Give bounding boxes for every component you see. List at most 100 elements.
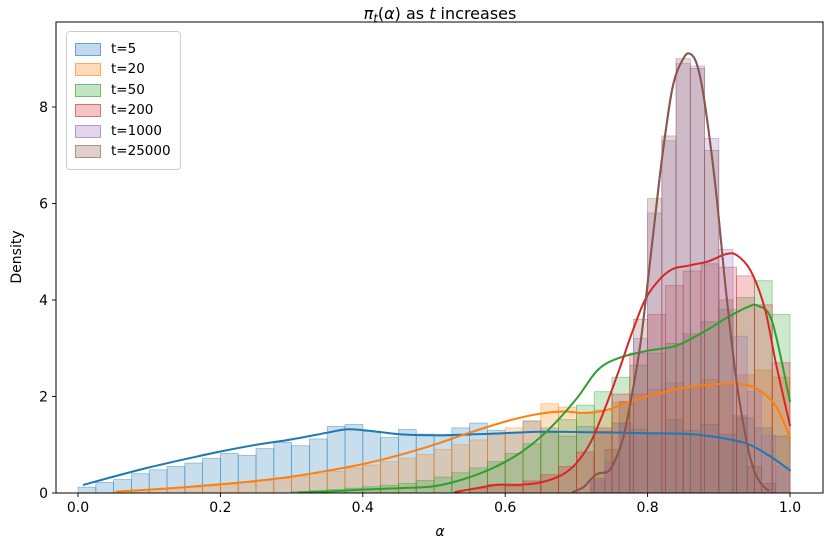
- kde-line-t=20: [116, 382, 791, 493]
- legend-label: t=5: [111, 40, 137, 57]
- hist-bar: [344, 467, 364, 493]
- chart-title-part: (: [377, 4, 385, 23]
- legend-label: t=20: [111, 61, 145, 77]
- legend-swatch-t50: [75, 83, 101, 97]
- hist-bar: [291, 475, 310, 493]
- kde-lines: [82, 52, 791, 493]
- y-tick-label: 4: [39, 293, 48, 309]
- hist-bar: [661, 140, 677, 493]
- legend-label: t=200: [111, 102, 154, 118]
- legend-item-t25000: t=25000: [75, 142, 171, 163]
- legend-item-t20: t=20: [75, 60, 171, 81]
- hist-bar: [604, 461, 620, 493]
- kde-line-t=50: [297, 303, 791, 493]
- histograms: [77, 58, 791, 493]
- hist-bar: [761, 434, 777, 493]
- x-tick-label: 1.0: [779, 500, 801, 516]
- hist-t=200: [469, 263, 791, 493]
- chart-title-part: as: [400, 4, 430, 23]
- hist-bar: [202, 485, 221, 493]
- hist-bar: [761, 482, 777, 493]
- legend-swatch-t20: [75, 63, 101, 77]
- x-tick-label: 0.0: [67, 500, 89, 516]
- hist-bar: [700, 321, 720, 493]
- legend-swatch-t1000: [75, 124, 101, 138]
- hist-bar: [77, 486, 97, 493]
- hist-bar: [308, 473, 328, 493]
- hist-bar: [576, 404, 595, 493]
- x-axis-label: α: [435, 524, 445, 540]
- hist-bar: [326, 426, 346, 493]
- x-tick-label: 0.8: [636, 500, 658, 516]
- hist-bar: [718, 433, 737, 493]
- chart-title-part: t: [373, 11, 378, 26]
- kde-line-t=5: [82, 428, 791, 486]
- legend-label: t=50: [111, 81, 145, 98]
- hist-bar: [771, 314, 791, 493]
- hist-bar: [397, 457, 417, 493]
- hist-bar: [433, 449, 453, 493]
- legend-item-t5: t=5: [75, 39, 171, 60]
- hist-t=25000: [590, 58, 777, 493]
- hist-bar: [647, 198, 663, 493]
- hist-bar: [682, 333, 702, 493]
- y-tick-label: 2: [39, 390, 48, 406]
- hist-bar: [184, 486, 204, 493]
- chart-title-part: ): [394, 4, 401, 23]
- y-tick-label: 8: [39, 100, 48, 116]
- kde-line-t=200: [454, 252, 791, 493]
- hist-bar: [590, 478, 606, 493]
- chart-title-part: α: [384, 4, 395, 23]
- chart-title-part: increases: [435, 4, 517, 23]
- legend-swatch-t5: [75, 42, 101, 56]
- hist-bar: [590, 480, 606, 493]
- hist-bar: [273, 478, 292, 493]
- hist-bar: [689, 68, 705, 493]
- hist-bar: [237, 481, 257, 493]
- y-axis-label: Density: [9, 230, 25, 284]
- hist-bar: [647, 388, 666, 493]
- hist-bar: [647, 352, 666, 493]
- legend-item-t200: t=200: [75, 101, 171, 122]
- y-tick-label: 6: [39, 197, 48, 213]
- hist-bar: [775, 466, 791, 493]
- chart-title-part: t: [429, 4, 436, 23]
- legend: t=5 t=20 t=50 t=200 t=1000 t=25000: [66, 31, 181, 170]
- legend-item-t50: t=50: [75, 80, 171, 101]
- hist-bar: [718, 248, 734, 493]
- kde-line-t=25000: [571, 52, 770, 493]
- hist-bar: [130, 473, 150, 493]
- x-tick-label: 0.2: [209, 500, 231, 516]
- hist-bar: [661, 135, 677, 493]
- y-tick-label: 0: [39, 486, 48, 502]
- axes-box: [55, 21, 824, 494]
- hist-bar: [732, 415, 748, 493]
- legend-swatch-t200: [75, 104, 101, 118]
- hist-bar: [611, 422, 631, 493]
- hist-bar: [255, 480, 275, 493]
- chart-title: πt(α) as t increases: [364, 4, 517, 25]
- legend-swatch-t25000: [75, 145, 101, 159]
- hist-bar: [718, 299, 734, 493]
- legend-item-t1000: t=1000: [75, 121, 171, 142]
- legend-label: t=1000: [111, 122, 162, 139]
- hist-bar: [362, 464, 381, 493]
- hist-bar: [504, 485, 524, 493]
- hist-bar: [95, 481, 115, 493]
- hist-bar: [380, 461, 399, 493]
- x-tick-label: 0.4: [352, 500, 374, 516]
- hist-bar: [219, 483, 239, 493]
- hist-bar: [618, 400, 634, 493]
- hist-bar: [665, 419, 684, 493]
- legend-label: t=25000: [111, 143, 171, 159]
- hist-bar: [675, 58, 691, 493]
- chart-title-part: π: [363, 4, 374, 23]
- hist-bar: [380, 437, 399, 493]
- axis-ticks: 0.0 0.2 0.4 0.6 0.8 1.0 0 2 4 6 8: [39, 100, 801, 516]
- x-tick-label: 0.6: [494, 500, 516, 516]
- hist-bar: [326, 470, 346, 493]
- hist-bar: [522, 420, 542, 493]
- hist-bar: [704, 137, 720, 493]
